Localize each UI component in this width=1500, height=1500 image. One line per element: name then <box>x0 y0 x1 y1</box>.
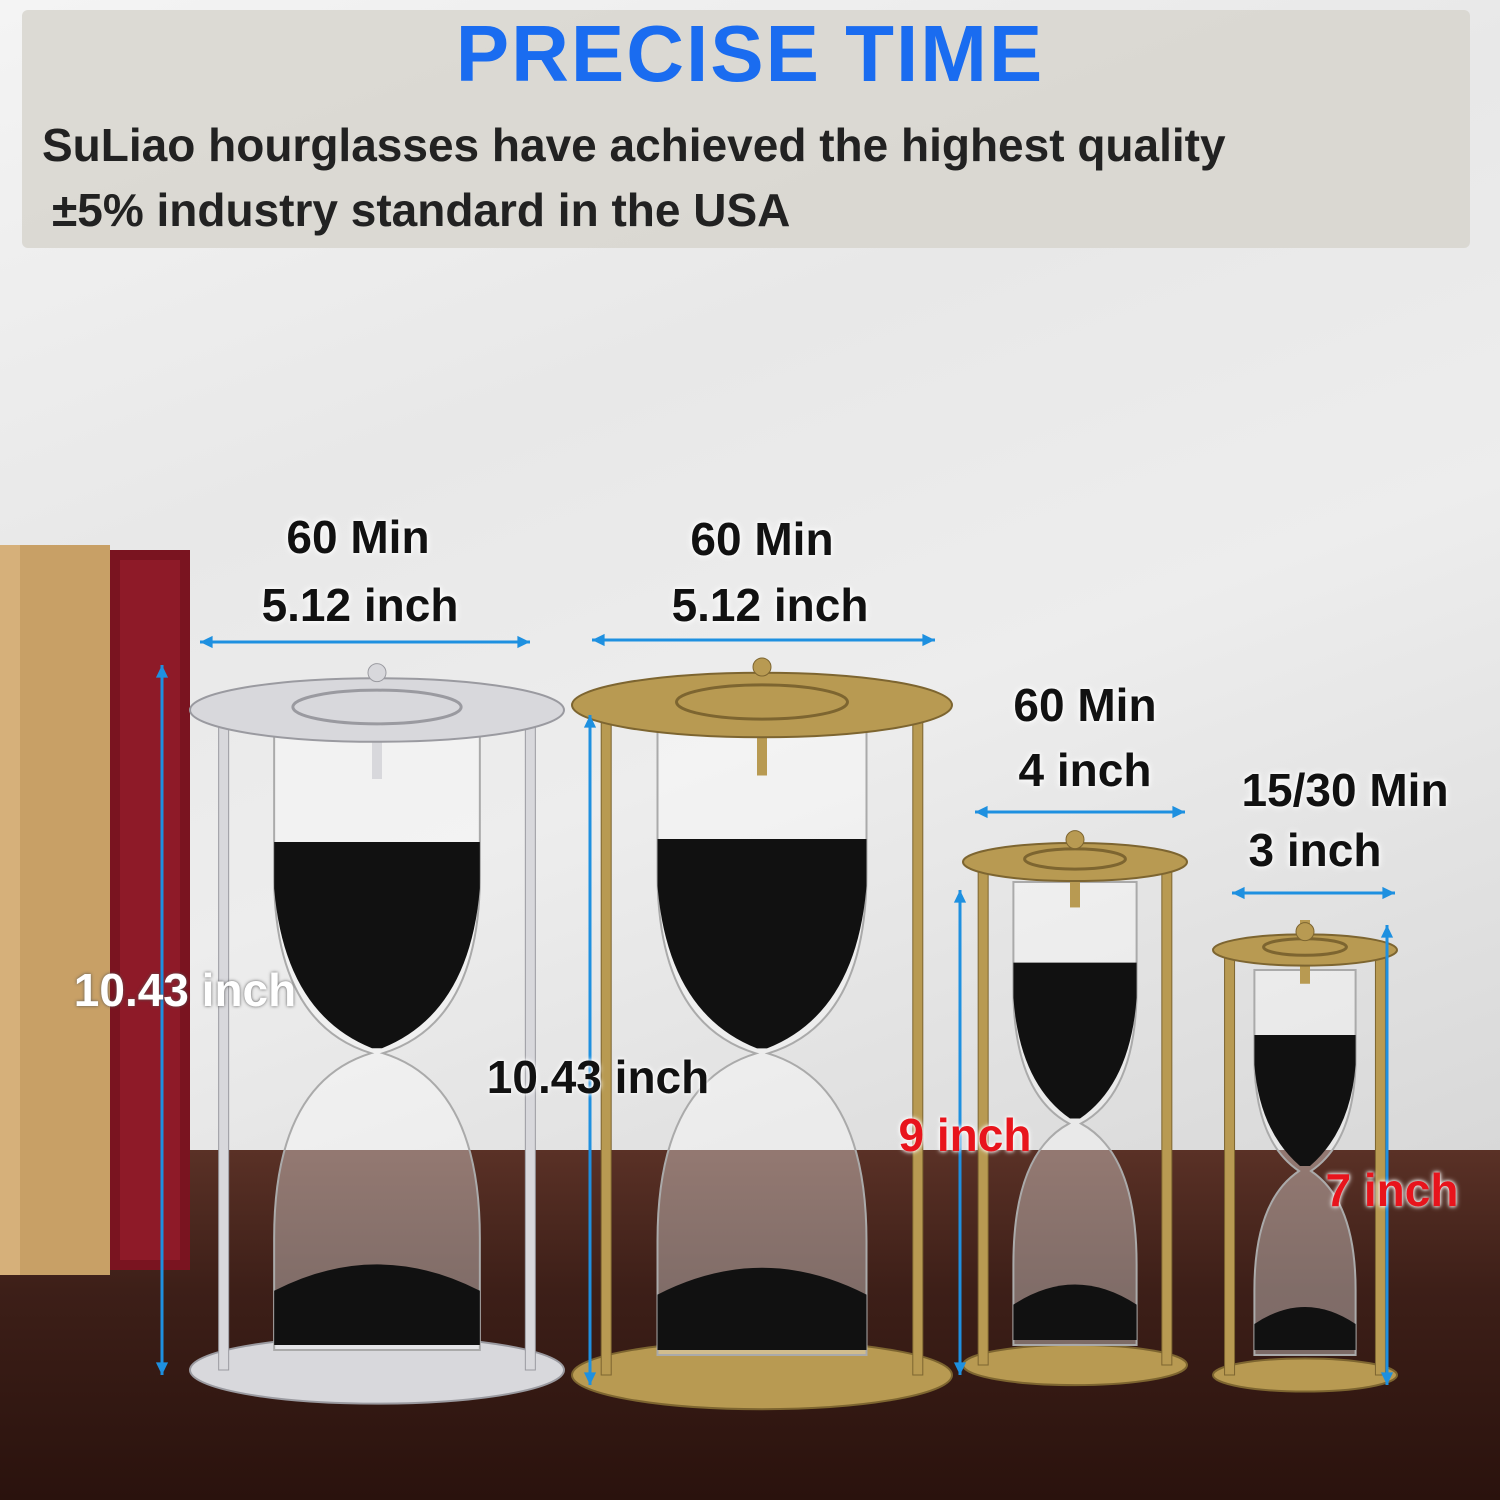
product-3-time: 60 Min <box>1013 679 1157 731</box>
support-rod <box>600 704 612 1376</box>
sand-top <box>1013 962 1137 1119</box>
top-plate <box>571 671 953 739</box>
books <box>0 545 190 1275</box>
support-rod <box>524 709 536 1371</box>
subtitle-line-1: SuLiao hourglasses have achieved the hig… <box>42 119 1226 171</box>
finial <box>752 657 772 677</box>
product-4-height: 7 inch <box>1325 1164 1459 1216</box>
sand-bottom <box>274 1264 480 1345</box>
hourglass-2 <box>571 657 953 1411</box>
product-2-height: 10.43 inch <box>486 1051 710 1103</box>
sand-bottom <box>1013 1284 1137 1340</box>
support-rod <box>218 709 230 1371</box>
product-1-width: 5.12 inch <box>261 579 459 631</box>
headline: PRECISE TIME <box>455 9 1045 98</box>
product-1-height: 10.43 inch <box>73 964 297 1016</box>
product-2-time: 60 Min <box>690 513 834 565</box>
header-banner <box>22 10 1470 248</box>
dimension-arrow <box>200 635 530 649</box>
product-4-width: 3 inch <box>1248 824 1382 876</box>
sand-top <box>1254 1035 1356 1166</box>
dimension-arrow <box>975 805 1185 819</box>
top-plate <box>189 677 565 743</box>
support-rod <box>912 704 924 1376</box>
support-rod <box>1161 861 1173 1366</box>
sand-bottom <box>657 1267 867 1350</box>
finial <box>1065 830 1085 850</box>
product-2-width: 5.12 inch <box>671 579 869 631</box>
product-3-width: 4 inch <box>1018 744 1152 796</box>
sand-top <box>657 839 867 1049</box>
base-plate <box>962 1343 1188 1387</box>
hourglass-3 <box>962 830 1188 1387</box>
subtitle-line-2: ±5% industry standard in the USA <box>52 184 791 236</box>
finial <box>367 663 387 683</box>
dimension-arrow <box>592 633 935 647</box>
dimension-arrow <box>1232 886 1395 900</box>
dimension-arrow <box>155 665 169 1375</box>
hourglass-4 <box>1212 920 1398 1393</box>
hourglass-1 <box>189 663 565 1405</box>
embossed-emblem <box>291 688 463 726</box>
sand-bottom <box>1254 1307 1356 1350</box>
embossed-emblem <box>675 683 849 721</box>
product-4-time: 15/30 Min <box>1241 764 1449 816</box>
dimension-arrow <box>1380 925 1394 1385</box>
product-1-time: 60 Min <box>286 511 430 563</box>
dimension-arrow <box>953 890 967 1375</box>
sand-top <box>274 842 480 1049</box>
dimension-arrow <box>583 715 597 1385</box>
finial <box>1295 922 1315 942</box>
base-plate <box>1212 1357 1398 1393</box>
product-3-height: 9 inch <box>898 1109 1032 1161</box>
support-rod <box>1224 949 1236 1376</box>
